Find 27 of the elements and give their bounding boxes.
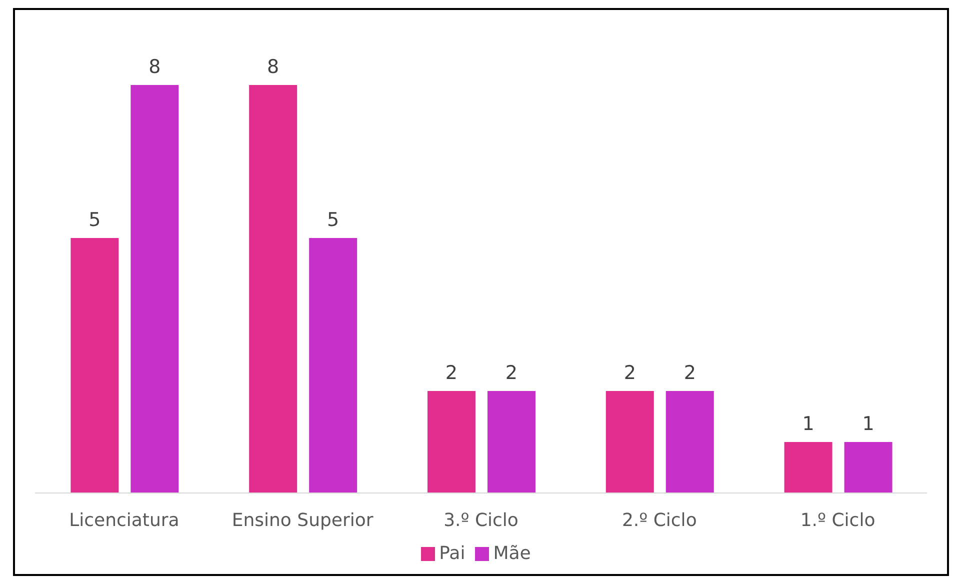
bar <box>666 391 714 493</box>
bar <box>130 85 179 493</box>
bar <box>309 238 358 493</box>
x-tick-label: 1.º Ciclo <box>800 510 876 531</box>
x-tick-label: 3.º Ciclo <box>444 510 518 531</box>
legend-label: Pai <box>439 543 466 564</box>
bar <box>844 442 892 493</box>
data-label: 5 <box>88 209 101 231</box>
data-label: 2 <box>624 362 636 384</box>
data-label: 2 <box>684 362 696 384</box>
data-label: 2 <box>505 362 518 384</box>
bar <box>606 391 654 493</box>
bar <box>427 391 476 493</box>
bar <box>70 238 119 493</box>
data-label: 1 <box>802 413 814 435</box>
bar <box>487 391 536 493</box>
bar <box>784 442 832 493</box>
data-label: 1 <box>862 413 874 435</box>
bar <box>249 85 298 493</box>
data-label: 5 <box>327 209 340 231</box>
x-tick-label: 2.º Ciclo <box>622 510 697 531</box>
data-label: 8 <box>148 56 161 78</box>
legend-label: Mãe <box>493 543 531 564</box>
data-label: 8 <box>267 56 280 78</box>
x-tick-label: Licenciatura <box>69 510 180 531</box>
x-tick-label: Ensino Superior <box>232 510 374 531</box>
data-label: 2 <box>445 362 458 384</box>
